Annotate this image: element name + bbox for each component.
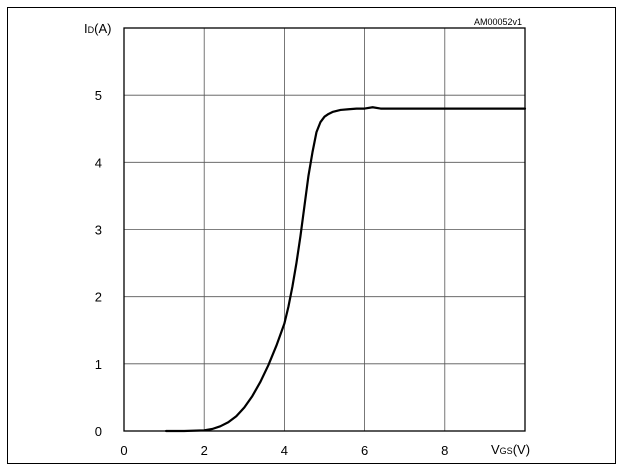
y-ticks: 0 1 2 3 4 5 — [95, 88, 102, 439]
y-tick-label: 2 — [95, 290, 102, 305]
y-axis-label-unit: (A) — [94, 21, 111, 36]
y-tick-label: 1 — [95, 357, 102, 372]
y-tick-label: 5 — [95, 88, 102, 103]
chart-svg: 0 1 2 3 4 5 0 2 4 6 8 ID(A) VGS(V) AM00052v1 — [84, 17, 530, 458]
plot-area — [123, 27, 526, 432]
x-axis-label-main: V — [491, 442, 500, 457]
y-tick-label: 4 — [95, 155, 102, 170]
figure-id-label: AM00052v1 — [474, 17, 522, 27]
y-axis-label: ID(A) — [84, 21, 111, 36]
chart-frame: 0 1 2 3 4 5 0 2 4 6 8 ID(A) VGS(V) AM00052v1 — [7, 7, 616, 464]
x-tick-label: 2 — [201, 443, 208, 458]
x-tick-label: 8 — [441, 443, 448, 458]
y-tick-label: 0 — [95, 424, 102, 439]
x-tick-label: 0 — [120, 443, 127, 458]
y-tick-label: 3 — [95, 223, 102, 238]
y-axis-label-main: I — [84, 21, 88, 36]
x-axis-label-unit: (V) — [513, 442, 530, 457]
x-axis-label: VGS(V) — [491, 442, 530, 457]
x-axis-label-sub: GS — [500, 446, 513, 456]
x-tick-label: 6 — [361, 443, 368, 458]
y-axis-label-sub: D — [88, 25, 95, 35]
grid — [124, 28, 525, 431]
x-ticks: 0 2 4 6 8 — [120, 443, 448, 458]
series-line-id-vs-vgs — [165, 106, 527, 433]
x-tick-label: 4 — [281, 443, 288, 458]
